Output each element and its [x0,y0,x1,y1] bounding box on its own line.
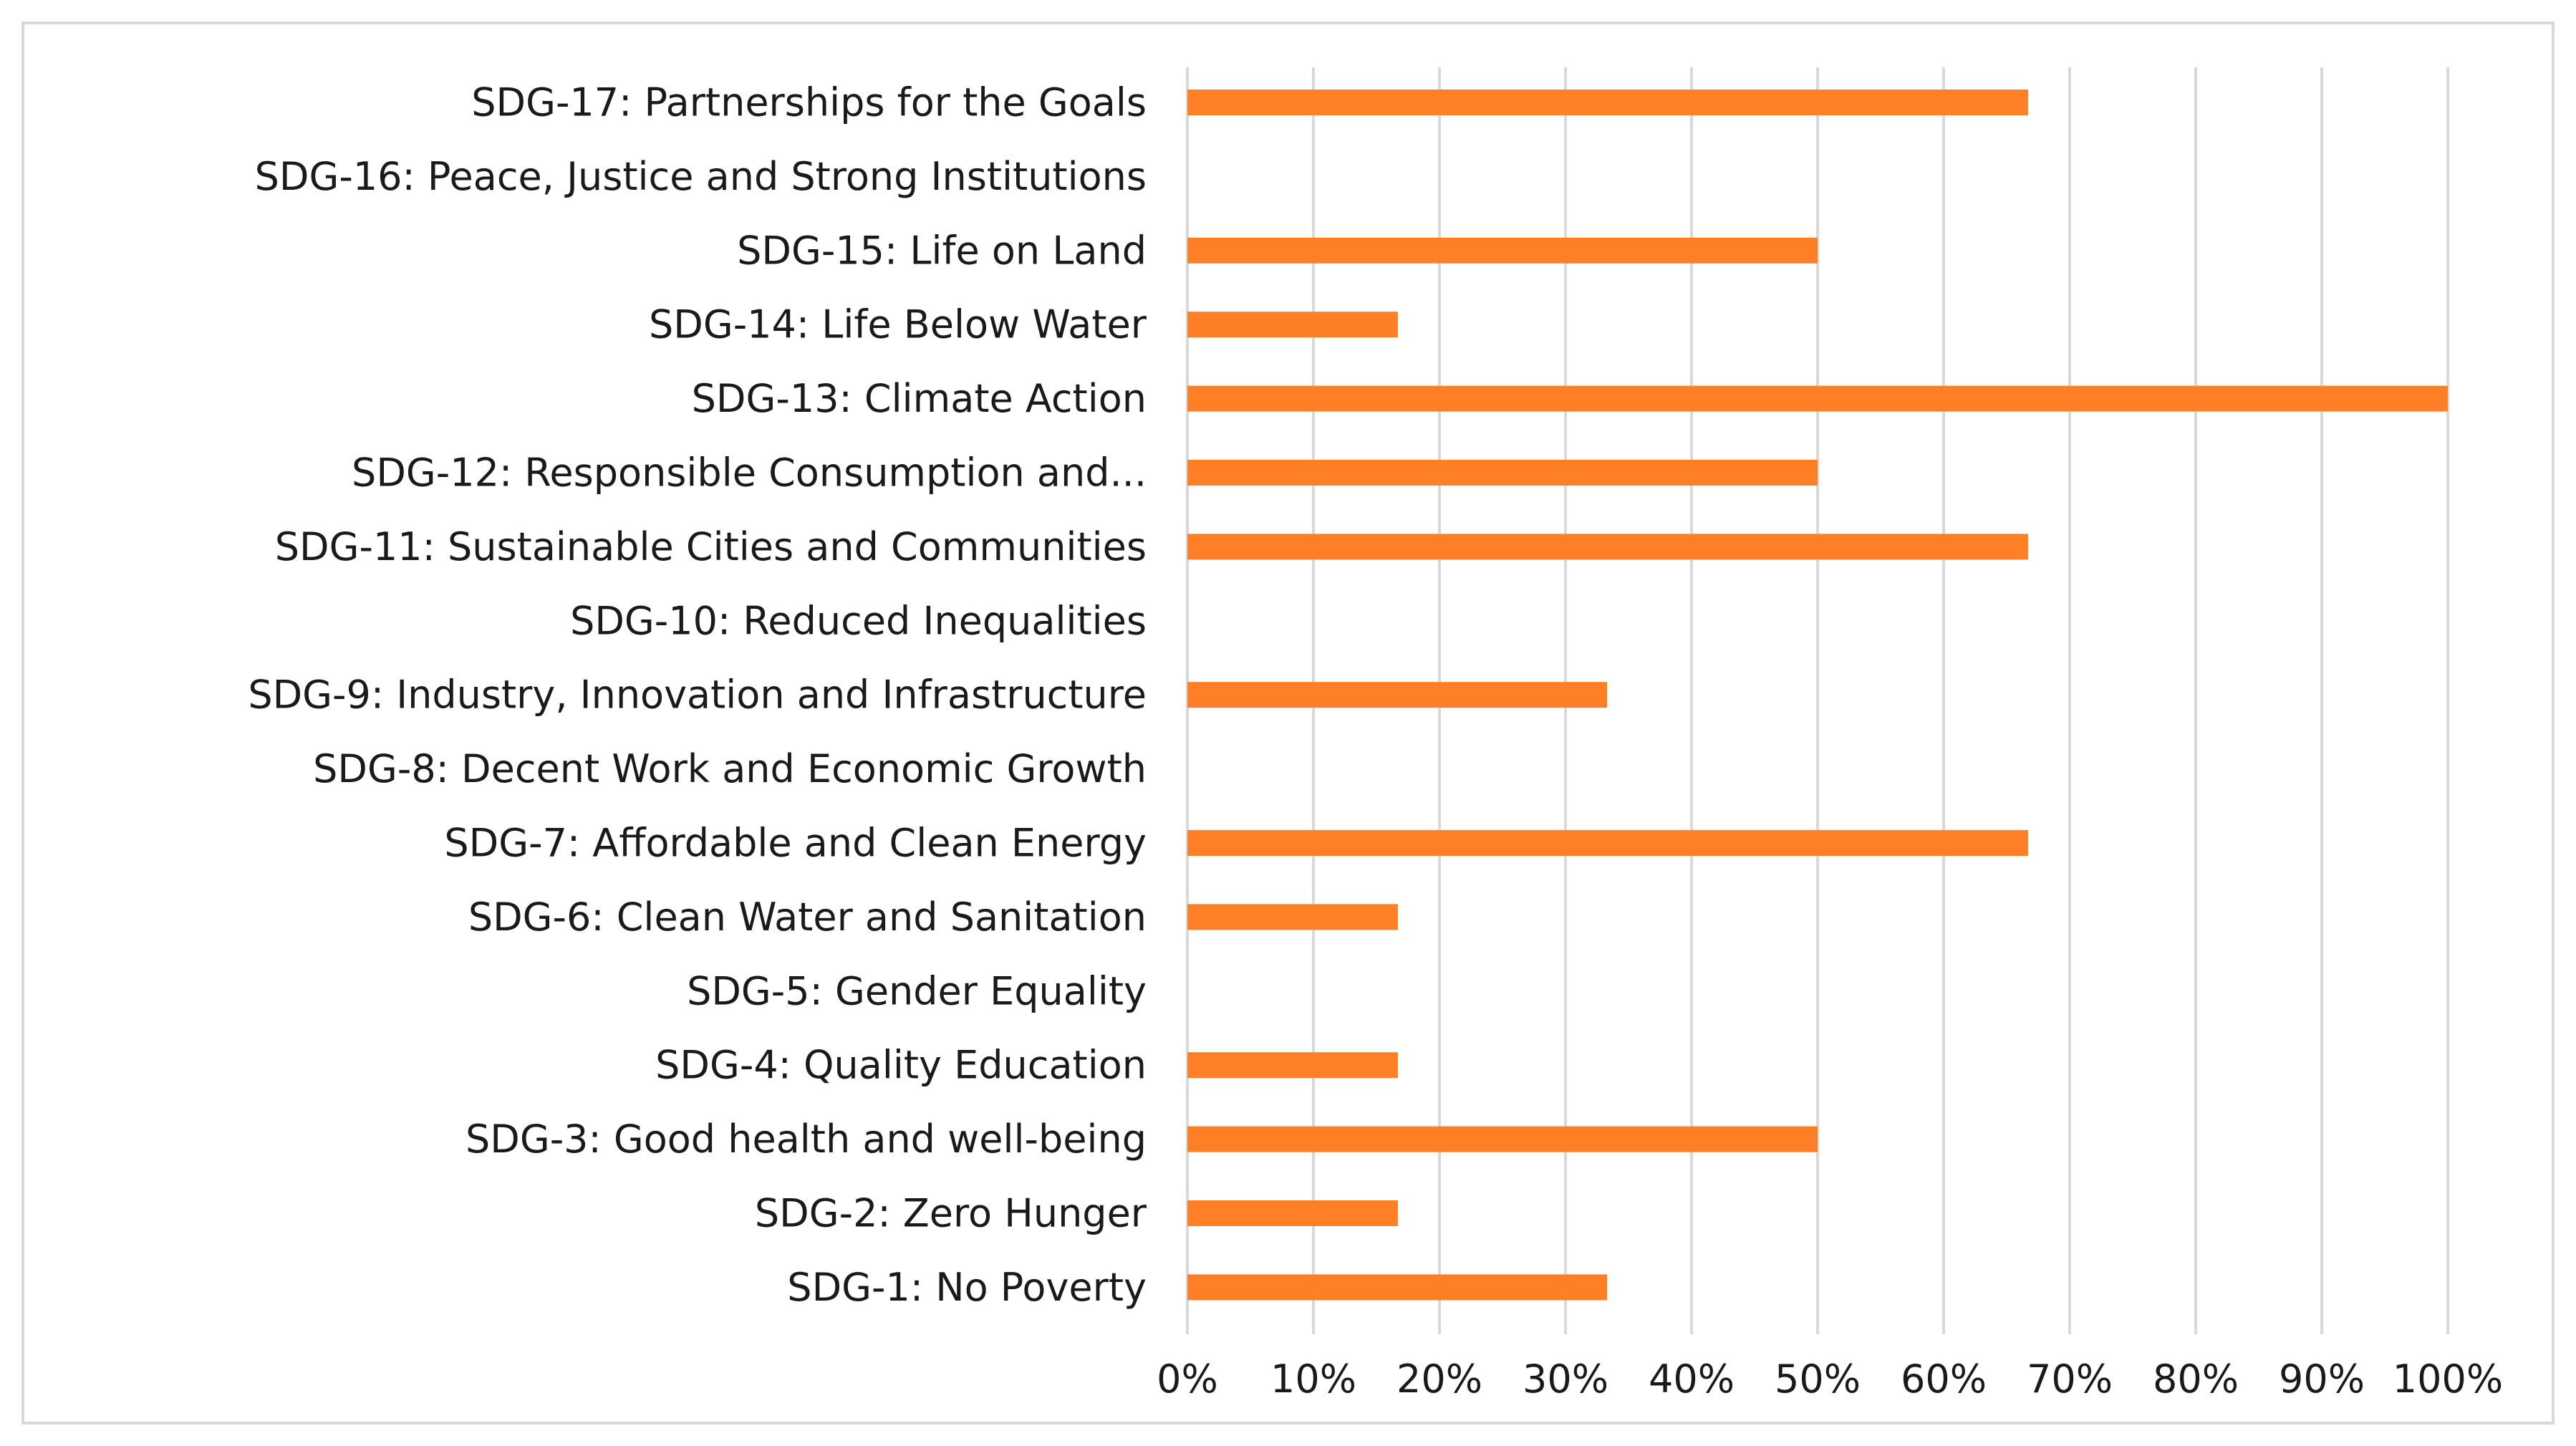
category-label: SDG-3: Good health and well-being [465,1117,1147,1162]
category-label: SDG-2: Zero Hunger [755,1191,1147,1236]
category-label: SDG-12: Responsible Consumption and... [352,450,1147,496]
bar [1187,1274,1608,1301]
x-tick-label: 100% [2393,1356,2503,1402]
category-label: SDG-17: Partnerships for the Goals [471,80,1147,125]
category-label: SDG-9: Industry, Innovation and Infrastr… [248,673,1147,718]
bar [1187,904,1398,930]
sdg-bar-chart: SDG-17: Partnerships for the Goals SDG-16… [248,67,2503,1402]
x-tick-label: 60% [1901,1356,1987,1402]
bars [1187,90,2448,1301]
bar [1187,1052,1398,1079]
bar [1187,90,2028,115]
category-label: SDG-6: Clean Water and Sanitation [468,895,1147,940]
x-tick-label: 50% [1775,1356,1861,1402]
category-label: SDG-5: Gender Equality [687,968,1147,1013]
chart-frame: SDG-17: Partnerships for the Goals SDG-16… [21,21,2555,1425]
x-tick-label: 80% [2153,1356,2239,1402]
category-label: SDG-1: No Poverty [787,1265,1147,1310]
bar [1187,830,2028,856]
category-label: SDG-16: Peace, Justice and Strong Instit… [255,154,1147,199]
bar [1187,534,2028,560]
x-tick-label: 30% [1523,1356,1608,1402]
category-label: SDG-10: Reduced Inequalities [570,598,1147,643]
category-label: SDG-8: Decent Work and Economic Growth [313,746,1147,791]
category-label: SDG-7: Affordable and Clean Energy [444,821,1147,866]
category-label: SDG-11: Sustainable Cities and Communiti… [275,524,1147,569]
bar [1187,1200,1398,1226]
bar [1187,385,2448,412]
bar [1187,460,1818,486]
category-label: SDG-14: Life Below Water [649,302,1147,347]
category-label: SDG-13: Climate Action [692,376,1147,421]
category-label: SDG-4: Quality Education [655,1043,1147,1088]
x-tick-label: 10% [1270,1356,1356,1402]
bar [1187,1126,1818,1152]
category-label: SDG-15: Life on Land [737,228,1147,273]
category-labels: SDG-17: Partnerships for the Goals SDG-16… [248,80,1147,1310]
x-tick-label: 0% [1157,1356,1218,1402]
bar [1187,237,1818,264]
x-tick-label: 70% [2027,1356,2113,1402]
x-axis-tick-labels: 0% 10% 20% 30% 40% 50% 60% 70% 80% 90% 100% [1157,1356,2503,1402]
bar [1187,682,1608,708]
bar [1187,312,1398,338]
x-tick-label: 20% [1396,1356,1482,1402]
x-tick-label: 40% [1649,1356,1735,1402]
gridlines [1186,67,2449,1334]
x-tick-label: 90% [2279,1356,2365,1402]
